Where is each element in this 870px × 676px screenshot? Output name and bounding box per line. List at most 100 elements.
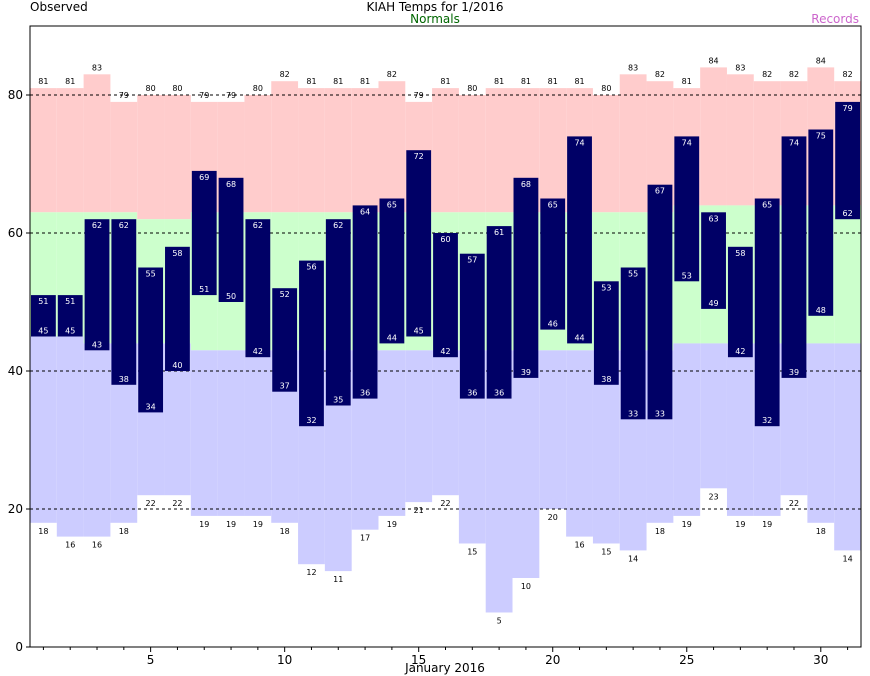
record-high-band bbox=[592, 95, 620, 213]
record-low-band bbox=[244, 350, 272, 516]
observed-bar bbox=[299, 260, 324, 427]
record-low-label: 15 bbox=[467, 548, 477, 557]
observed-bar bbox=[379, 198, 405, 344]
record-low-label: 19 bbox=[387, 520, 397, 529]
observed-low-label: 39 bbox=[789, 368, 799, 377]
observed-low-label: 34 bbox=[146, 402, 156, 411]
record-low-band bbox=[405, 350, 433, 503]
observed-low-label: 43 bbox=[92, 340, 102, 349]
record-high-band bbox=[83, 74, 111, 213]
record-high-label: 79 bbox=[414, 91, 424, 100]
observed-high-label: 68 bbox=[521, 180, 531, 189]
record-low-label: 19 bbox=[735, 520, 745, 529]
record-high-band bbox=[726, 74, 754, 206]
observed-low-label: 45 bbox=[414, 327, 424, 336]
record-low-label: 10 bbox=[521, 582, 531, 591]
record-high-band bbox=[619, 74, 647, 213]
observed-bar bbox=[835, 101, 860, 220]
observed-low-label: 50 bbox=[226, 292, 236, 301]
observed-high-label: 62 bbox=[92, 221, 102, 230]
record-high-label: 80 bbox=[146, 84, 156, 93]
y-tick-label: 60 bbox=[8, 226, 23, 240]
record-high-label: 81 bbox=[360, 77, 370, 86]
observed-high-label: 58 bbox=[735, 249, 745, 258]
observed-high-label: 68 bbox=[226, 180, 236, 189]
record-low-label: 19 bbox=[762, 520, 772, 529]
record-low-label: 22 bbox=[146, 499, 156, 508]
record-low-label: 19 bbox=[682, 520, 692, 529]
record-low-label: 16 bbox=[92, 541, 102, 550]
record-low-label: 17 bbox=[360, 534, 370, 543]
record-low-label: 22 bbox=[440, 499, 450, 508]
observed-high-label: 74 bbox=[682, 138, 692, 147]
observed-high-label: 60 bbox=[440, 235, 450, 244]
x-tick-label: 10 bbox=[277, 653, 292, 667]
record-low-label: 11 bbox=[333, 575, 343, 584]
record-high-label: 81 bbox=[548, 77, 558, 86]
record-high-band bbox=[458, 95, 486, 213]
observed-high-label: 74 bbox=[574, 138, 584, 147]
record-low-band bbox=[217, 350, 245, 516]
observed-high-label: 75 bbox=[816, 132, 826, 141]
observed-high-label: 63 bbox=[708, 214, 718, 223]
observed-high-label: 55 bbox=[628, 270, 638, 279]
record-low-label: 16 bbox=[65, 541, 75, 550]
observed-low-label: 35 bbox=[333, 396, 343, 405]
record-high-band bbox=[164, 95, 191, 220]
observed-low-label: 32 bbox=[306, 416, 316, 425]
x-tick-label: 5 bbox=[147, 653, 155, 667]
observed-bar bbox=[459, 253, 485, 399]
observed-low-label: 48 bbox=[816, 306, 826, 315]
record-low-label: 19 bbox=[199, 520, 209, 529]
record-high-label: 83 bbox=[628, 63, 638, 72]
record-low-band bbox=[56, 336, 84, 537]
record-high-label: 81 bbox=[440, 77, 450, 86]
observed-low-label: 39 bbox=[521, 368, 531, 377]
observed-high-label: 62 bbox=[253, 221, 263, 230]
record-low-label: 19 bbox=[253, 520, 263, 529]
observed-low-label: 46 bbox=[548, 320, 558, 329]
observed-high-label: 51 bbox=[38, 297, 48, 306]
legend-records: Records bbox=[811, 12, 859, 26]
observed-low-label: 44 bbox=[574, 333, 584, 342]
observed-bar bbox=[406, 150, 432, 337]
record-low-label: 21 bbox=[414, 506, 424, 515]
observed-bar bbox=[352, 205, 378, 399]
observed-bar bbox=[808, 129, 834, 316]
record-high-band bbox=[244, 95, 272, 213]
record-high-label: 84 bbox=[708, 56, 718, 65]
record-low-band bbox=[700, 343, 727, 489]
observed-bar bbox=[111, 219, 137, 385]
y-tick-label: 40 bbox=[8, 364, 23, 378]
record-low-label: 12 bbox=[306, 568, 316, 577]
record-high-band bbox=[30, 88, 57, 213]
observed-low-label: 51 bbox=[199, 285, 209, 294]
record-low-label: 20 bbox=[548, 513, 558, 522]
record-high-label: 81 bbox=[521, 77, 531, 86]
record-high-label: 80 bbox=[601, 84, 611, 93]
x-tick-label: 30 bbox=[813, 653, 828, 667]
observed-bar bbox=[486, 226, 512, 399]
record-high-band bbox=[378, 81, 406, 213]
record-high-band bbox=[137, 95, 165, 220]
observed-low-label: 36 bbox=[494, 389, 504, 398]
observed-high-label: 64 bbox=[360, 207, 370, 216]
observed-low-label: 49 bbox=[708, 299, 718, 308]
record-low-label: 19 bbox=[226, 520, 236, 529]
observed-high-label: 53 bbox=[601, 283, 611, 292]
record-high-band bbox=[351, 88, 379, 213]
observed-bar bbox=[674, 136, 700, 282]
record-high-band bbox=[56, 88, 84, 213]
record-low-label: 18 bbox=[38, 527, 48, 536]
observed-high-label: 74 bbox=[789, 138, 799, 147]
record-high-band bbox=[324, 88, 352, 213]
observed-bar bbox=[620, 267, 646, 420]
record-high-label: 82 bbox=[789, 70, 799, 79]
observed-bar bbox=[84, 219, 110, 351]
observed-bar bbox=[245, 219, 271, 358]
observed-low-label: 42 bbox=[253, 347, 263, 356]
record-high-label: 81 bbox=[333, 77, 343, 86]
observed-high-label: 72 bbox=[414, 152, 424, 161]
record-high-label: 82 bbox=[280, 70, 290, 79]
observed-high-label: 69 bbox=[199, 173, 209, 182]
